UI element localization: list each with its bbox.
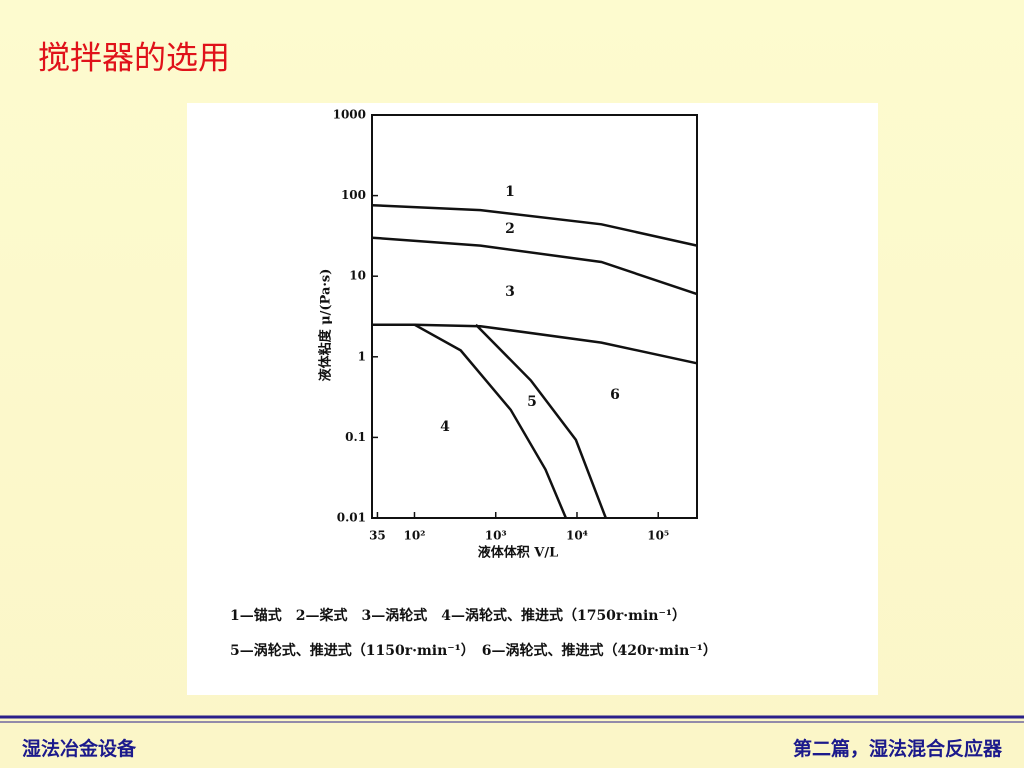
region-label: 1 bbox=[505, 184, 515, 200]
x-tick-label: 10⁴ bbox=[566, 529, 588, 543]
x-tick-label: 10³ bbox=[485, 529, 507, 543]
region-label: 4 bbox=[440, 419, 450, 435]
slide-title: 搅拌器的选用 bbox=[38, 39, 230, 77]
x-tick-label: 10² bbox=[403, 529, 425, 543]
footer-right: 第二篇，湿法混合反应器 bbox=[793, 737, 1003, 760]
footer-left: 湿法冶金设备 bbox=[22, 737, 137, 760]
chart-panel bbox=[187, 103, 878, 695]
plot-frame bbox=[371, 114, 698, 519]
x-axis-label: 液体体积 V/L bbox=[478, 545, 559, 561]
y-tick-label: 1 bbox=[358, 349, 366, 363]
y-axis-label: 液体粘度 μ/(Pa·s) bbox=[318, 269, 334, 382]
curve bbox=[372, 323, 698, 365]
x-tick-label: 10⁵ bbox=[647, 529, 669, 543]
y-tick-label: 100 bbox=[341, 188, 366, 202]
curve bbox=[371, 236, 698, 296]
y-tick-label: 10 bbox=[349, 269, 366, 283]
region-label: 3 bbox=[505, 284, 515, 300]
region-label: 2 bbox=[505, 221, 515, 237]
curve bbox=[475, 323, 607, 519]
y-tick-label: 1000 bbox=[333, 108, 366, 122]
x-tick-label: 35 bbox=[369, 529, 386, 543]
curve bbox=[413, 323, 568, 519]
y-tick-label: 0.1 bbox=[345, 430, 366, 444]
curve bbox=[371, 203, 698, 247]
caption-line: 5—涡轮式、推进式（1150r·min⁻¹） 6—涡轮式、推进式（420r·mi… bbox=[230, 642, 717, 659]
caption-line: 1—锚式 2—桨式 3—涡轮式 4—涡轮式、推进式（1750r·min⁻¹） bbox=[230, 607, 686, 624]
region-label: 5 bbox=[527, 394, 537, 410]
region-label: 6 bbox=[610, 387, 620, 403]
y-tick-label: 0.01 bbox=[337, 511, 366, 525]
